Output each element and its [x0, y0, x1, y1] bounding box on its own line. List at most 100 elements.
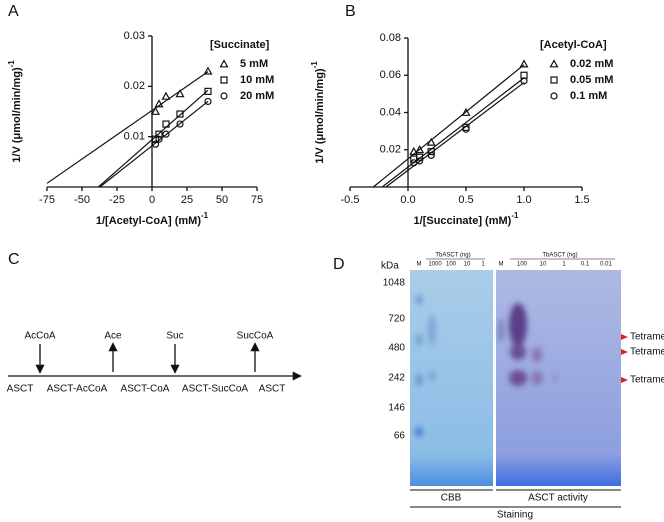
x-tick-label: 75 [251, 194, 263, 206]
x-tick-label: -25 [109, 194, 125, 206]
point [151, 140, 160, 148]
state-label: ASCT-SucCoA [182, 384, 248, 395]
x-tick-label: 50 [216, 194, 228, 206]
x-tick-label: 0.5 [458, 194, 473, 206]
y-tick-label: 0.01 [124, 131, 145, 143]
gel-panel: kDa 1048 720 480 242 146 66 TbASCT (ng) … [381, 253, 664, 521]
gel-bands [415, 295, 559, 437]
x-tick-label: -0.5 [341, 194, 360, 206]
lane-label: M [499, 262, 504, 268]
chart: -75 -50 -25 0 25 50 75 0.01 0.02 0.03 1/[Acetyl-Co… [7, 30, 274, 227]
y-tick-label: 0.06 [380, 69, 401, 81]
label-sup: -1 [7, 60, 16, 68]
x-tick-label: 1.5 [574, 194, 589, 206]
point [150, 106, 161, 115]
x-tick-label: 25 [181, 194, 193, 206]
x-axis-label: 1/[Acetyl-CoA] (mM)-1 [96, 211, 209, 227]
marker-label: 66 [394, 431, 406, 442]
point [162, 130, 170, 138]
fit-line [46, 71, 209, 184]
state-label: ASCT [7, 384, 34, 395]
point [176, 110, 184, 118]
marker-label: 146 [388, 403, 405, 414]
lane-label: 10 [540, 262, 547, 268]
band-label: Tetramer×2 [630, 347, 664, 358]
y-tick-label: 0.02 [124, 80, 145, 92]
legend-label: 0.05 mM [570, 74, 613, 86]
point [415, 145, 425, 154]
panel-label: A [8, 3, 19, 20]
fit-line [381, 77, 525, 188]
x-axis-label: 1/[Succinate] (mM)-1 [414, 211, 519, 227]
lane-header: TbASCT (ng) [435, 253, 470, 259]
footer-label: Staining [497, 510, 533, 521]
label-text: 1/[Succinate] (mM) [414, 215, 512, 227]
lane-label: M [417, 262, 422, 268]
point [416, 157, 424, 165]
point [154, 99, 164, 108]
fit-line [372, 64, 525, 188]
stain-label: CBB [441, 493, 462, 504]
stain-label: ASCT activity [528, 493, 588, 504]
fit-line [385, 82, 525, 188]
point [204, 87, 212, 95]
step-label: SucCoA [237, 331, 274, 342]
point [416, 153, 424, 161]
reaction-diagram: AcCoA Ace Suc SucCoA ASCT ASCT-AcCoA ASC… [7, 331, 302, 395]
x-tick-label: 0 [149, 194, 155, 206]
y-axis-label: 1/V (μmol/min/mg)-1 [310, 61, 326, 164]
band-label: Tetramer [630, 375, 664, 386]
marker-label: 480 [388, 343, 405, 354]
legend-marker [220, 76, 228, 84]
step-label: AcCoA [24, 331, 55, 342]
point [409, 146, 419, 156]
lane-label: 10 [464, 262, 471, 268]
step-label: Ace [104, 331, 122, 342]
chart: -0.5 0.0 0.5 1.0 1.5 0.02 0.04 0.06 0.08 1/[Succi… [310, 32, 613, 227]
lane-label: 1000 [428, 262, 442, 268]
label-text: 1/[Acetyl-CoA] (mM) [96, 215, 201, 227]
point [427, 151, 435, 159]
point [427, 148, 435, 156]
legend-label: 10 mM [240, 74, 274, 86]
band-label: Tetramer×3 [630, 332, 664, 343]
legend-marker [550, 76, 558, 84]
label-sup: -1 [310, 61, 319, 69]
lane-label: 0.01 [600, 262, 612, 268]
x-tick-label: 1.0 [516, 194, 531, 206]
y-tick-label: 0.04 [380, 106, 401, 118]
legend-marker [550, 92, 558, 100]
point [520, 77, 528, 85]
x-tick-label: 0.0 [400, 194, 415, 206]
step-label: Suc [166, 331, 183, 342]
legend-marker [549, 59, 559, 68]
y-tick-label: 0.03 [124, 30, 145, 42]
fit-line [99, 100, 209, 188]
panel-label: B [345, 3, 356, 20]
state-label: ASCT-CoA [121, 384, 170, 395]
legend-label: 0.1 mM [570, 90, 607, 102]
legend-title: [Succinate] [210, 39, 270, 51]
point [426, 137, 436, 146]
point [155, 135, 163, 143]
marker-label: 1048 [383, 278, 406, 289]
x-tick-label: -75 [39, 194, 55, 206]
point [204, 97, 212, 106]
point [203, 66, 213, 75]
label-sup: -1 [511, 211, 519, 220]
point [519, 59, 529, 68]
lane-label: 0.1 [581, 262, 590, 268]
label-sup: -1 [201, 211, 209, 220]
fit-line [98, 89, 209, 188]
y-tick-label: 0.02 [380, 144, 401, 156]
lane-header: TbASCT (ng) [542, 253, 577, 259]
legend-marker [220, 92, 228, 100]
point [176, 120, 184, 128]
point [175, 89, 185, 98]
lane-label: 1 [481, 262, 485, 268]
x-tick-label: -50 [74, 194, 90, 206]
unit-label: kDa [381, 261, 399, 272]
gel-cbb [410, 270, 493, 486]
legend-label: 20 mM [240, 90, 274, 102]
